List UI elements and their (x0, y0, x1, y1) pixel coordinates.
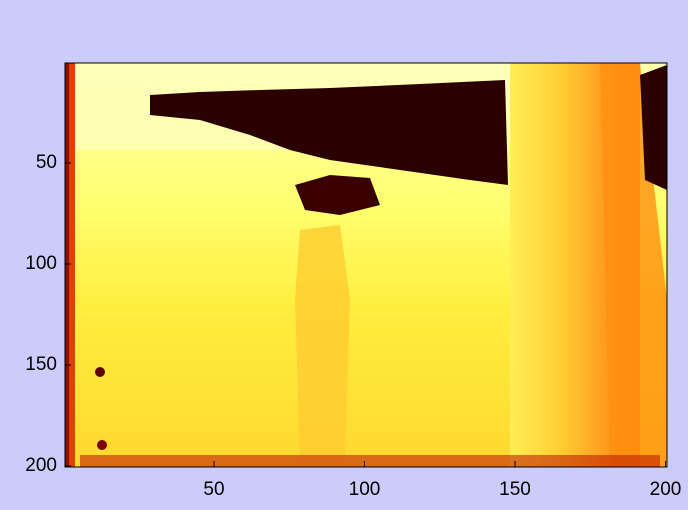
y-tick-label: 200 (25, 455, 57, 476)
y-tick-label: 50 (36, 152, 57, 173)
y-tick-label: 100 (25, 253, 57, 274)
x-tick-label: 50 (203, 479, 224, 500)
x-tick-label: 200 (650, 479, 682, 500)
axes-box (64, 62, 668, 468)
x-tick-label: 100 (349, 479, 381, 500)
y-tick-label: 150 (25, 354, 57, 375)
x-tick-label: 150 (499, 479, 531, 500)
image (65, 63, 667, 467)
